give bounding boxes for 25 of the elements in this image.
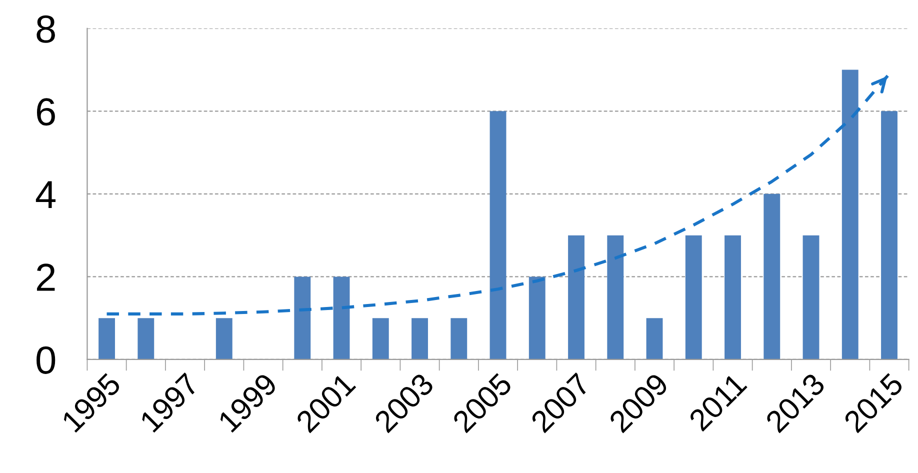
bar xyxy=(372,318,389,360)
bar xyxy=(490,111,506,360)
bar xyxy=(568,235,584,360)
bar xyxy=(528,276,546,360)
y-tick-label: 0 xyxy=(36,346,56,374)
bar xyxy=(724,235,741,360)
bar xyxy=(607,235,624,360)
bar xyxy=(802,235,820,360)
bar xyxy=(333,276,350,360)
bar xyxy=(646,318,663,360)
bar xyxy=(450,318,468,360)
bar xyxy=(98,318,115,360)
bar xyxy=(138,318,154,360)
bar xyxy=(764,194,780,360)
bar xyxy=(412,318,428,360)
line-series xyxy=(105,72,891,316)
y-tick-label: 2 xyxy=(36,264,55,291)
bar xyxy=(685,235,702,360)
y-tick-label: 6 xyxy=(37,98,55,126)
y-tick-label: 8 xyxy=(36,15,55,43)
bar xyxy=(294,276,311,360)
y-tick-label: 4 xyxy=(36,181,56,208)
bar xyxy=(216,318,232,360)
bar xyxy=(881,111,898,360)
bar xyxy=(842,70,858,360)
